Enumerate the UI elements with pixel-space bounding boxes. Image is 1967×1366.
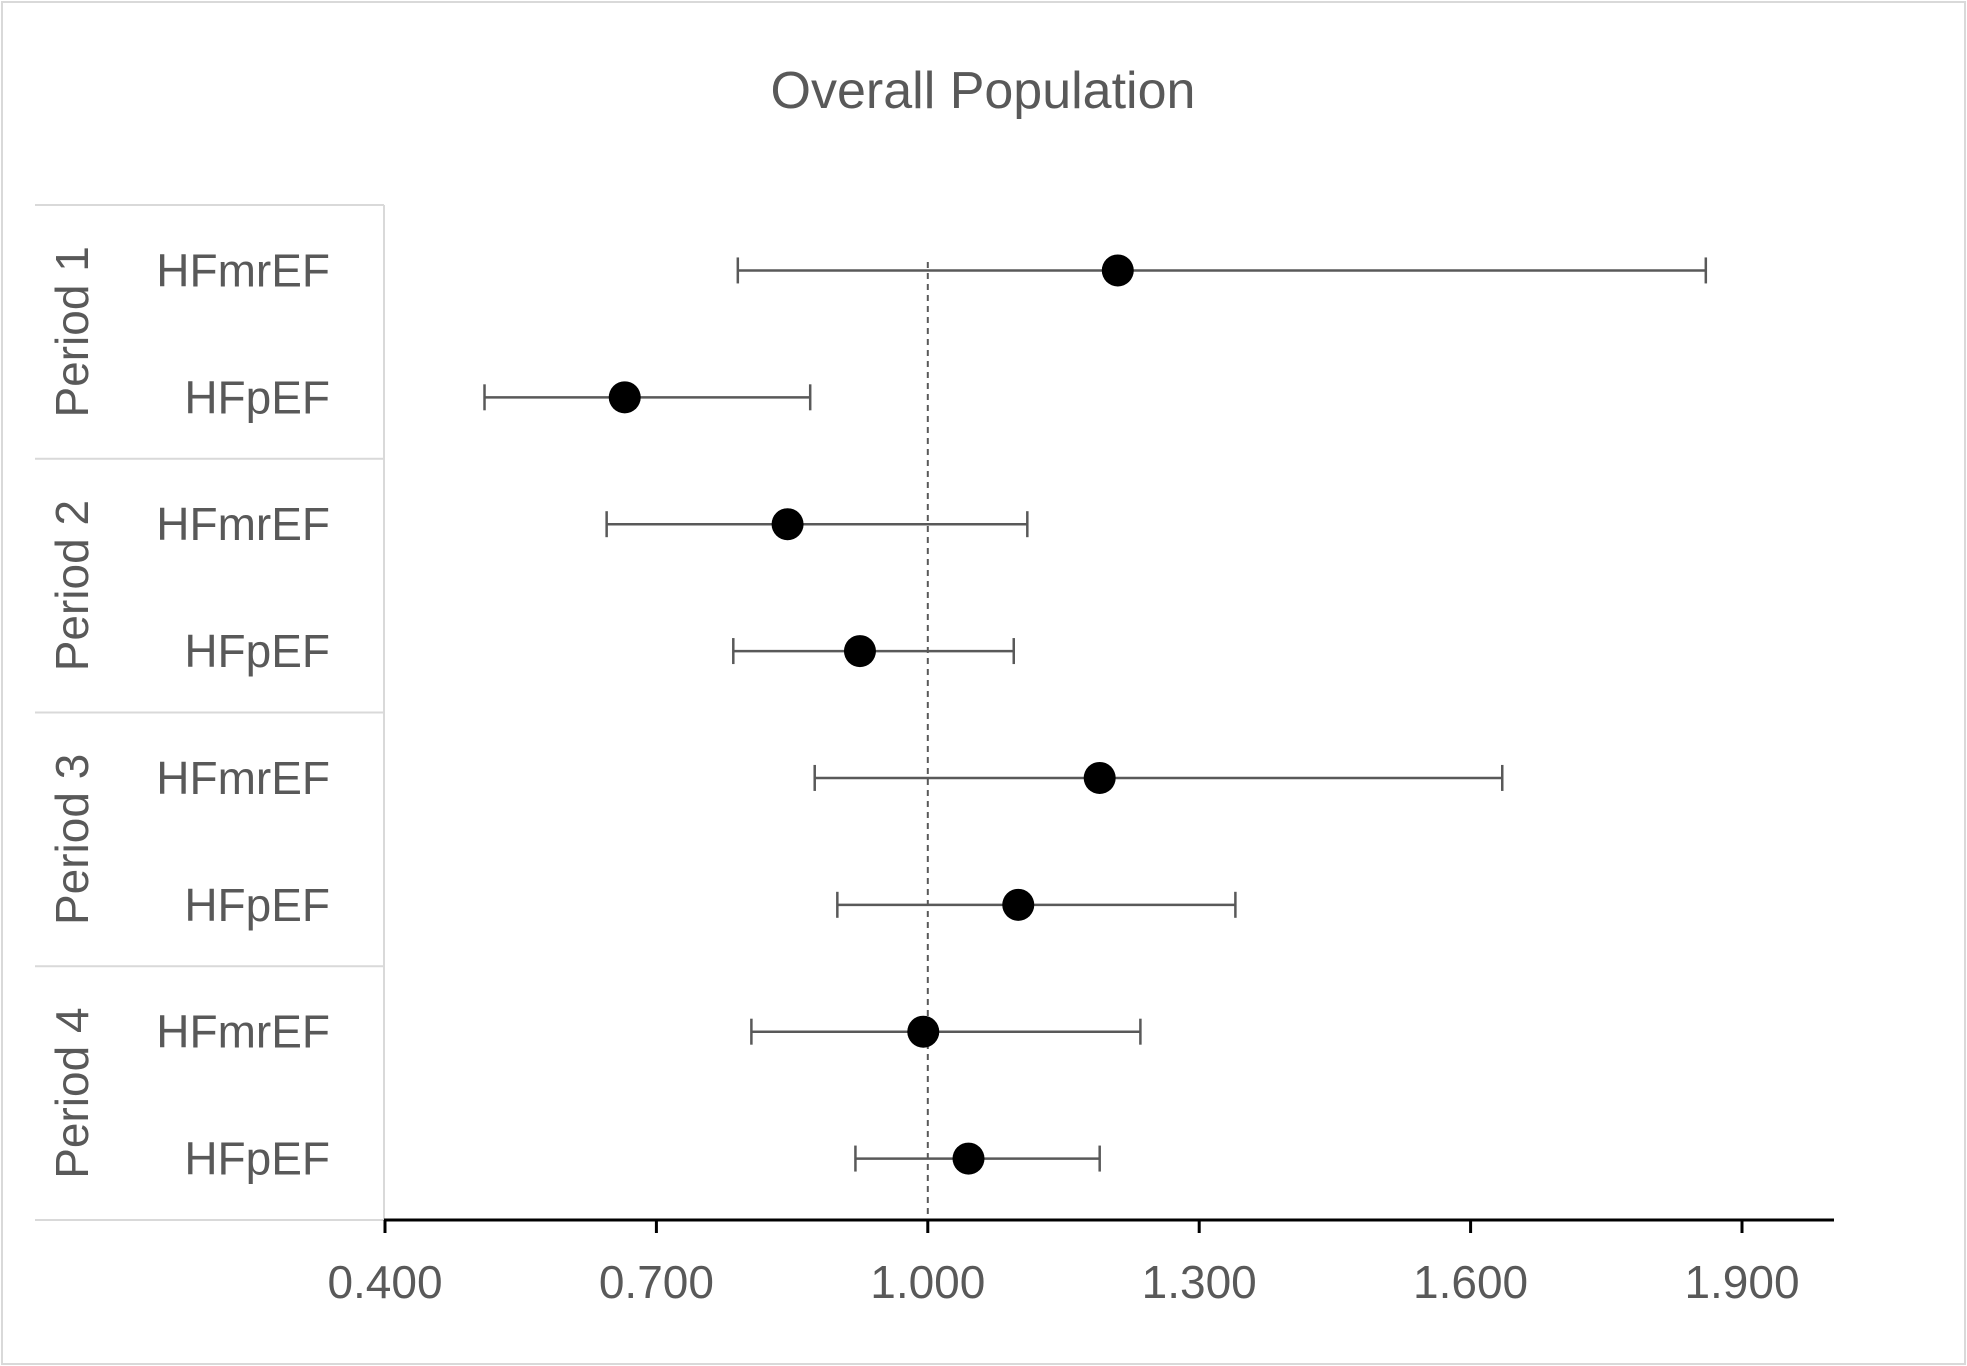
row-label: HFmrEF: [156, 752, 330, 804]
point-estimate-marker: [1002, 888, 1035, 921]
point-estimate-marker: [1083, 761, 1116, 794]
chart-title: Overall Population: [771, 62, 1196, 120]
category-axis: Period 1 HFmrEF HFpEF Period 2 HFmrEF HFpEF Pe…: [35, 204, 385, 1221]
point-estimate-marker: [771, 508, 804, 541]
x-tick-label: 1.000: [870, 1256, 985, 1308]
point-estimates: [608, 254, 1134, 1175]
group-label: Period 3: [46, 754, 98, 925]
row-label: HFpEF: [184, 625, 330, 677]
group-label: Period 2: [46, 500, 98, 671]
point-estimate-marker: [608, 381, 641, 414]
row-label: HFpEF: [184, 1133, 330, 1185]
point-estimate-marker: [907, 1015, 940, 1048]
group-label: Period 1: [46, 246, 98, 417]
point-estimate-marker: [952, 1142, 985, 1175]
point-estimate-marker: [1101, 254, 1134, 287]
x-tick-label: 1.300: [1142, 1256, 1257, 1308]
row-label: HFmrEF: [156, 244, 330, 296]
x-tick-label: 0.700: [599, 1256, 714, 1308]
x-tick-label: 1.600: [1413, 1256, 1528, 1308]
row-label: HFmrEF: [156, 1006, 330, 1058]
row-label: HFpEF: [184, 879, 330, 931]
row-label: HFmrEF: [156, 498, 330, 550]
x-axis: 0.400 0.700 1.000 1.300 1.600 1.900: [35, 1218, 1834, 1308]
x-tick-label: 1.900: [1684, 1256, 1799, 1308]
point-estimate-marker: [843, 635, 876, 668]
row-label: HFpEF: [184, 371, 330, 423]
x-tick-label: 0.400: [327, 1256, 442, 1308]
error-bars: [483, 257, 1708, 1172]
group-label: Period 4: [46, 1007, 98, 1178]
